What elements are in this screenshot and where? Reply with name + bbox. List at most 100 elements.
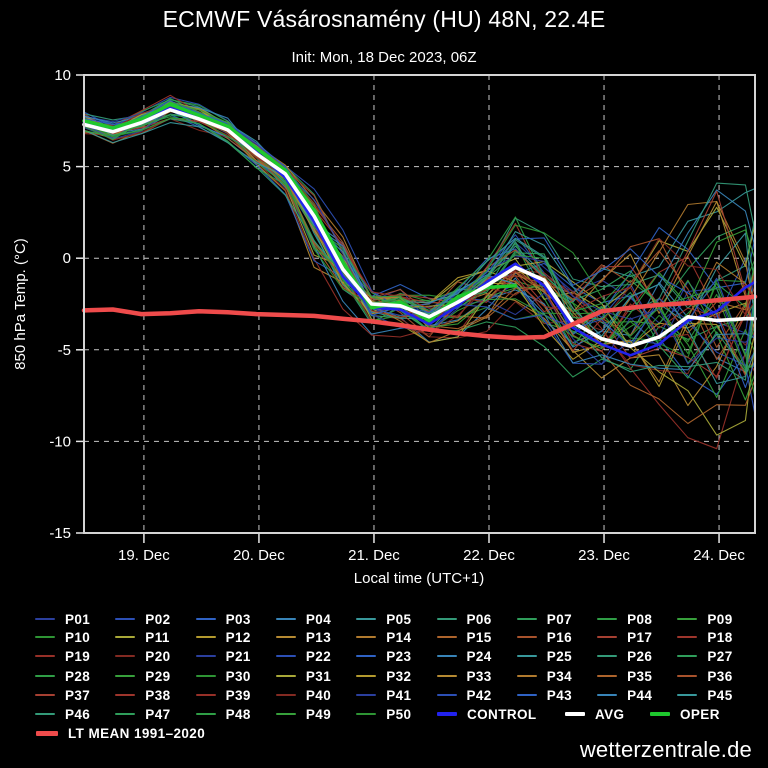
legend-swatch [437,675,457,677]
legend-label: P45 [707,688,732,703]
legend-item-p11: P11 [115,630,169,645]
legend-swatch [115,675,135,677]
legend-swatch [276,636,296,638]
legend-swatch [517,694,537,696]
legend-item-p05: P05 [356,612,411,627]
legend-swatch [597,694,617,696]
legend-label: P18 [707,630,732,645]
legend-label: P42 [467,688,492,703]
legend-item-p29: P29 [115,669,170,684]
legend-item-p26: P26 [597,649,652,664]
legend-item-p30: P30 [196,669,251,684]
legend: P01P02P03P04P05P06P07P08P09P10P11P12P13P… [0,0,768,768]
legend-swatch [196,713,216,715]
legend-item-p36: P36 [677,669,732,684]
legend-label: P03 [226,612,251,627]
legend-item-p33: P33 [437,669,492,684]
legend-item-p27: P27 [677,649,732,664]
legend-item-p02: P02 [115,612,170,627]
legend-item-p10: P10 [35,630,90,645]
legend-label: P11 [145,630,169,645]
legend-swatch [115,618,135,620]
legend-swatch [517,655,537,657]
legend-item-p16: P16 [517,630,572,645]
legend-label: P41 [386,688,411,703]
legend-swatch [437,618,457,620]
legend-label: P09 [707,612,732,627]
legend-label: P27 [707,649,732,664]
legend-swatch [276,655,296,657]
legend-swatch [35,694,55,696]
legend-label: P28 [65,669,90,684]
legend-swatch [356,713,376,715]
legend-swatch [677,636,697,638]
legend-swatch [437,694,457,696]
legend-label: P36 [707,669,732,684]
legend-swatch [196,694,216,696]
legend-label: P43 [547,688,572,703]
legend-swatch [597,618,617,620]
legend-label: LT MEAN 1991–2020 [68,726,205,741]
legend-item-oper: OPER [650,707,720,722]
legend-swatch [196,655,216,657]
legend-label: P33 [467,669,492,684]
legend-item-p48: P48 [196,707,251,722]
legend-swatch [276,675,296,677]
legend-item-p28: P28 [35,669,90,684]
legend-item-p06: P06 [437,612,492,627]
legend-swatch [677,618,697,620]
legend-item-p23: P23 [356,649,411,664]
legend-label: P04 [306,612,331,627]
legend-label: P29 [145,669,170,684]
legend-item-p24: P24 [437,649,492,664]
legend-item-p39: P39 [196,688,251,703]
legend-swatch [356,655,376,657]
legend-label: P12 [226,630,251,645]
legend-swatch [35,675,55,677]
legend-swatch [437,655,457,657]
legend-label: P17 [627,630,652,645]
legend-swatch [597,675,617,677]
legend-item-p04: P04 [276,612,331,627]
legend-item-p40: P40 [276,688,331,703]
legend-item-p44: P44 [597,688,652,703]
legend-item-p25: P25 [517,649,572,664]
legend-label: P34 [547,669,572,684]
legend-item-p18: P18 [677,630,732,645]
legend-swatch [597,655,617,657]
legend-swatch [35,636,55,638]
legend-label: AVG [595,707,624,722]
legend-item-p47: P47 [115,707,170,722]
legend-swatch [36,731,58,736]
weather-chart-page: ECMWF Vásárosnamény (HU) 48N, 22.4E Init… [0,0,768,768]
legend-swatch [115,655,135,657]
legend-swatch [565,712,585,716]
legend-label: CONTROL [467,707,537,722]
legend-item-p22: P22 [276,649,331,664]
legend-swatch [196,618,216,620]
legend-label: P26 [627,649,652,664]
legend-swatch [517,618,537,620]
watermark-link[interactable]: wetterzentrale.de [580,737,752,763]
legend-item-p19: P19 [35,649,90,664]
legend-swatch [437,712,457,716]
legend-label: P19 [65,649,90,664]
legend-label: P47 [145,707,170,722]
legend-swatch [276,618,296,620]
legend-label: P49 [306,707,331,722]
legend-swatch [677,655,697,657]
legend-item-p32: P32 [356,669,411,684]
legend-label: P40 [306,688,331,703]
legend-label: P38 [145,688,170,703]
legend-swatch [677,694,697,696]
legend-label: P08 [627,612,652,627]
legend-swatch [35,713,55,715]
legend-swatch [35,655,55,657]
legend-item-p01: P01 [35,612,90,627]
legend-label: P20 [145,649,170,664]
legend-label: P30 [226,669,251,684]
legend-swatch [356,675,376,677]
legend-item-p46: P46 [35,707,90,722]
legend-item-p45: P45 [677,688,732,703]
legend-label: P06 [467,612,492,627]
